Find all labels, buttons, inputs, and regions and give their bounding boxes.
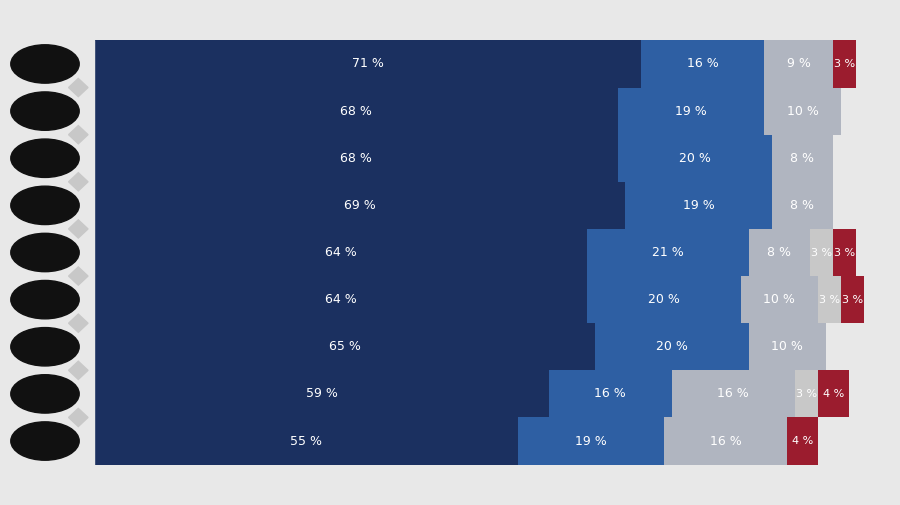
Text: 8 %: 8 % bbox=[790, 152, 815, 165]
Bar bbox=[94, 323, 595, 370]
Text: 19 %: 19 % bbox=[683, 199, 715, 212]
Text: 19 %: 19 % bbox=[575, 434, 607, 447]
Text: 3 %: 3 % bbox=[819, 294, 840, 305]
Text: 68 %: 68 % bbox=[340, 105, 372, 118]
Text: 16 %: 16 % bbox=[709, 434, 742, 447]
Bar bbox=[587, 229, 749, 276]
Bar bbox=[764, 87, 841, 135]
Bar bbox=[833, 40, 856, 87]
Text: 4 %: 4 % bbox=[823, 389, 844, 399]
Bar bbox=[587, 276, 741, 323]
Bar bbox=[818, 276, 841, 323]
Bar bbox=[94, 276, 587, 323]
Bar bbox=[841, 276, 864, 323]
Text: 68 %: 68 % bbox=[340, 152, 372, 165]
Bar bbox=[617, 87, 764, 135]
Bar bbox=[617, 135, 771, 182]
Text: 3 %: 3 % bbox=[842, 294, 863, 305]
Text: 69 %: 69 % bbox=[344, 199, 376, 212]
Bar bbox=[94, 418, 518, 465]
Bar bbox=[94, 182, 626, 229]
Text: 59 %: 59 % bbox=[306, 387, 338, 400]
Text: 19 %: 19 % bbox=[675, 105, 706, 118]
Text: 71 %: 71 % bbox=[352, 58, 383, 71]
Bar bbox=[741, 276, 818, 323]
Bar bbox=[749, 323, 825, 370]
Bar bbox=[518, 418, 664, 465]
Text: 10 %: 10 % bbox=[763, 293, 796, 306]
Text: 64 %: 64 % bbox=[325, 293, 356, 306]
Text: 3 %: 3 % bbox=[811, 247, 832, 258]
Bar bbox=[671, 370, 795, 418]
Bar bbox=[94, 370, 548, 418]
Bar bbox=[795, 370, 818, 418]
Text: 8 %: 8 % bbox=[790, 199, 815, 212]
Text: 20 %: 20 % bbox=[648, 293, 680, 306]
Text: 3 %: 3 % bbox=[834, 59, 855, 69]
Bar bbox=[595, 323, 749, 370]
Text: 20 %: 20 % bbox=[679, 152, 711, 165]
Bar bbox=[94, 229, 587, 276]
Bar bbox=[626, 182, 771, 229]
Bar bbox=[94, 87, 617, 135]
Text: 21 %: 21 % bbox=[652, 246, 684, 259]
Text: 16 %: 16 % bbox=[594, 387, 625, 400]
Bar bbox=[771, 182, 833, 229]
Bar bbox=[764, 40, 833, 87]
Text: 16 %: 16 % bbox=[687, 58, 718, 71]
Bar bbox=[641, 40, 764, 87]
Bar bbox=[810, 229, 833, 276]
Text: 10 %: 10 % bbox=[771, 340, 803, 353]
Text: 3 %: 3 % bbox=[834, 247, 855, 258]
Text: 65 %: 65 % bbox=[328, 340, 361, 353]
Text: 9 %: 9 % bbox=[787, 58, 811, 71]
Bar bbox=[818, 370, 849, 418]
Bar bbox=[749, 229, 810, 276]
Text: 20 %: 20 % bbox=[656, 340, 688, 353]
Text: 8 %: 8 % bbox=[768, 246, 791, 259]
Bar bbox=[94, 40, 641, 87]
Text: 10 %: 10 % bbox=[787, 105, 818, 118]
Bar bbox=[548, 370, 671, 418]
Text: 55 %: 55 % bbox=[290, 434, 322, 447]
Text: 4 %: 4 % bbox=[792, 436, 813, 446]
Text: 3 %: 3 % bbox=[796, 389, 817, 399]
Bar bbox=[664, 418, 787, 465]
Bar bbox=[771, 135, 833, 182]
Text: 16 %: 16 % bbox=[717, 387, 749, 400]
Bar bbox=[787, 418, 818, 465]
Bar bbox=[833, 229, 856, 276]
Text: 64 %: 64 % bbox=[325, 246, 356, 259]
Bar bbox=[94, 135, 617, 182]
